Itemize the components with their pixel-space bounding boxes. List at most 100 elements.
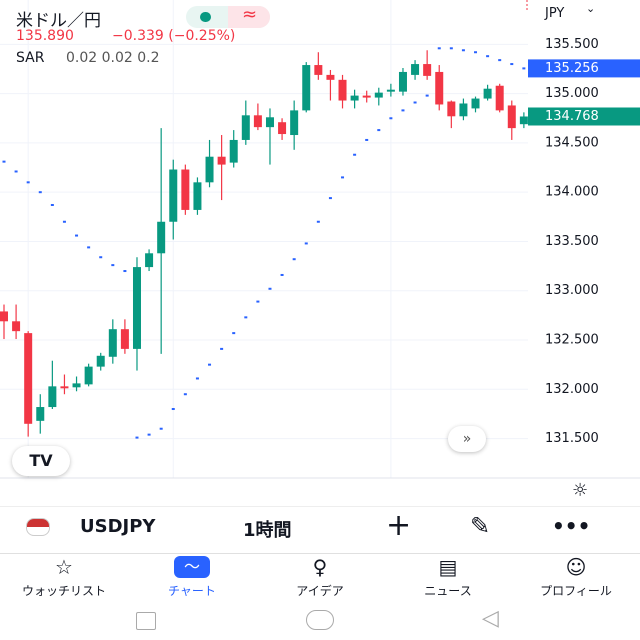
sar-dot	[171, 408, 175, 411]
logo[interactable]: TV	[12, 446, 70, 476]
y-tick-label: 132.500	[545, 333, 599, 348]
nav-item[interactable]: ▤ ニュース	[384, 556, 512, 599]
nav-label: ウォッチリスト	[21, 584, 106, 598]
price-label-box	[528, 59, 640, 78]
candle-body	[362, 95, 371, 98]
price-label: 135.256	[545, 61, 599, 76]
sar-dot	[111, 264, 115, 267]
sar-dot	[341, 176, 345, 179]
sar-dot	[401, 109, 405, 112]
nav-item[interactable]: ☺ プロフィール	[512, 556, 640, 599]
sar-dot	[280, 273, 284, 276]
candle-body	[459, 103, 468, 117]
sar-dot	[474, 51, 478, 54]
candle-body	[217, 156, 226, 165]
y-tick-label: 133.000	[545, 283, 599, 298]
scroll-right[interactable]: »	[448, 426, 486, 452]
sar-dot	[75, 234, 79, 237]
candle-body	[519, 116, 528, 125]
sar-dot	[232, 332, 236, 335]
candle-body	[278, 122, 287, 135]
sar-dot	[498, 59, 502, 62]
price-label: 134.768	[545, 109, 599, 124]
y-tick-label: 134.000	[545, 185, 599, 200]
candle-body	[302, 65, 311, 111]
candle-body	[374, 92, 383, 98]
candle-body	[290, 110, 299, 136]
currency[interactable]: JPY	[545, 6, 565, 21]
nav-icon: ▤	[438, 555, 458, 579]
candle-body	[157, 221, 166, 254]
sar-dot	[50, 203, 54, 206]
nav-icon: ♀	[312, 555, 328, 579]
sar-dot	[304, 242, 308, 245]
more-button[interactable]: •••	[552, 514, 591, 538]
sar-dot	[377, 129, 381, 132]
sar-dot	[461, 49, 465, 52]
chart: 131.500 132.000 132.500 133.000 133.500 134.0…	[0, 0, 640, 479]
candle-body	[145, 253, 154, 268]
candle-body	[398, 71, 407, 92]
toggle[interactable]: ≈	[186, 6, 270, 28]
y-tick-label: 131.500	[545, 431, 599, 446]
sar-dot	[413, 101, 417, 104]
toolbar	[0, 506, 640, 554]
candle-body	[12, 321, 21, 332]
flag	[26, 518, 50, 536]
home[interactable]	[306, 610, 334, 630]
nav-icon: ☺	[565, 555, 587, 579]
sar-dot	[135, 436, 139, 439]
recents[interactable]	[136, 612, 156, 630]
candle-body	[314, 65, 323, 75]
y-tick-label: 133.500	[545, 234, 599, 249]
sar-dot	[14, 170, 18, 173]
sar-dot	[159, 427, 163, 430]
candle-body	[108, 329, 117, 357]
candle-body	[96, 355, 105, 367]
draw-button[interactable]: ✎	[470, 512, 491, 540]
candle-body	[181, 169, 190, 210]
candle-body	[471, 98, 480, 109]
sar-dot	[365, 138, 369, 141]
nav-label: チャート	[168, 584, 216, 598]
candle-body	[350, 95, 359, 101]
sar-dot	[389, 117, 393, 120]
nav-item[interactable]: ☆ ウォッチリスト	[0, 556, 128, 599]
nav-label: プロフィール	[540, 584, 612, 598]
candle-body	[411, 64, 420, 75]
candle-body	[326, 74, 335, 80]
sar-dot	[244, 316, 248, 319]
back[interactable]: ◁	[482, 606, 499, 631]
sar-dot	[147, 433, 151, 436]
settings[interactable]: ☼	[572, 480, 589, 501]
sar-dot	[183, 393, 187, 396]
sar-dot	[328, 197, 332, 200]
sar-dot	[123, 270, 127, 273]
candle-body	[193, 182, 202, 210]
candle-body	[60, 386, 69, 389]
candle-body	[229, 139, 238, 163]
sar-dot	[195, 377, 199, 380]
candle-body	[205, 156, 214, 183]
sar-dot	[522, 67, 526, 70]
sar-dot	[2, 160, 6, 163]
candle-body	[24, 333, 33, 424]
sar-dot	[208, 363, 212, 366]
candle-body	[72, 383, 81, 388]
interval[interactable]: 1時間	[243, 520, 292, 541]
nav-icon: 〜	[174, 556, 210, 578]
candle-body	[265, 117, 274, 128]
candle-body	[48, 386, 57, 408]
indicator-params: 0.02 0.02 0.2	[66, 50, 160, 66]
candle-body	[132, 267, 141, 349]
sar-dot	[437, 47, 441, 50]
nav-item[interactable]: ♀ アイデア	[256, 556, 384, 599]
symbol[interactable]: USDJPY	[80, 516, 156, 537]
add-button[interactable]: +	[386, 508, 412, 543]
candle-body	[241, 115, 250, 140]
sar-dot	[268, 287, 272, 290]
nav-item[interactable]: 〜チャート	[128, 556, 256, 599]
sar-dot	[425, 94, 429, 97]
candle-body	[36, 407, 45, 421]
sar-dot	[510, 63, 514, 66]
